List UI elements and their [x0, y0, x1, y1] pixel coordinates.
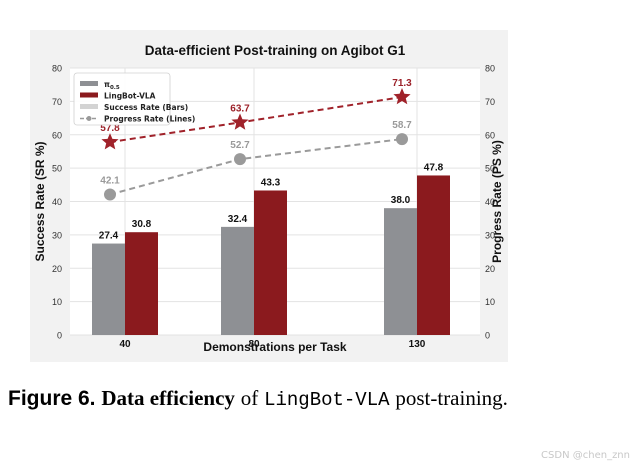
line-point-pi05 — [396, 133, 408, 146]
legend-label-main: LingBot-VLA — [104, 92, 156, 101]
x-tick-label: 130 — [409, 339, 426, 350]
y2-tick-label: 20 — [485, 264, 495, 274]
y2-tick-label: 60 — [485, 130, 495, 140]
plot-area: 0 0 10 10 20 20 30 30 40 40 50 50 60 60 70 70 80 80 27.4 32… — [33, 43, 504, 354]
y2-tick-label: 10 — [485, 297, 495, 307]
y2-tick-label: 80 — [485, 64, 495, 74]
line-value-label: 57.8 — [100, 123, 120, 134]
y2-tick-label: 50 — [485, 164, 495, 174]
legend-swatch — [80, 104, 98, 109]
y-tick-label: 60 — [52, 130, 62, 140]
legend-label-main: π — [104, 80, 110, 89]
line-value-label: 58.7 — [392, 120, 412, 131]
bar-value-label: 38.0 — [391, 195, 411, 206]
line-point-lingbot — [231, 113, 249, 130]
y-tick-label: 30 — [52, 230, 62, 240]
caption-of: of — [240, 386, 259, 410]
y-axis-title: Success Rate (SR %) — [33, 141, 47, 261]
bar-lingbot — [254, 190, 287, 335]
y-tick-label: 20 — [52, 264, 62, 274]
legend-label: LingBot-VLA — [104, 92, 156, 101]
caption-model-name: LingBot-VLA — [264, 389, 390, 411]
x-axis-title: Demonstrations per Task — [203, 340, 346, 354]
bar-pi05 — [221, 226, 254, 335]
watermark: CSDN @chen_znn — [541, 450, 630, 461]
line-value-label: 52.7 — [230, 140, 250, 151]
legend-label: Progress Rate (Lines) — [104, 115, 195, 124]
bar-value-label: 27.4 — [99, 231, 119, 242]
bar-lingbot — [417, 175, 450, 335]
y-tick-label: 10 — [52, 297, 62, 307]
figure-caption: Figure 6. Data efficiency of LingBot-VLA… — [8, 386, 508, 411]
line-value-label: 71.3 — [392, 78, 412, 89]
y-tick-label: 40 — [52, 197, 62, 207]
bar-value-label: 47.8 — [424, 162, 444, 173]
line-value-label: 63.7 — [230, 103, 250, 114]
bar-value-label: 32.4 — [228, 214, 248, 225]
legend-swatch — [80, 81, 98, 86]
legend-label-main: Success Rate (Bars) — [104, 103, 188, 112]
y2-tick-label: 40 — [485, 197, 495, 207]
legend-label: Success Rate (Bars) — [104, 103, 188, 112]
chart: 0 0 10 10 20 20 30 30 40 40 50 50 60 60 70 70 80 80 27.4 32… — [30, 30, 508, 362]
legend-swatch-marker — [86, 116, 92, 121]
y-tick-label: 0 — [57, 331, 62, 341]
line-point-lingbot — [101, 133, 119, 150]
legend-label-main: Progress Rate (Lines) — [104, 115, 195, 124]
y2-tick-label: 0 — [485, 331, 490, 341]
y-tick-label: 50 — [52, 164, 62, 174]
caption-emphasis: Data efficiency — [101, 386, 235, 410]
bar-pi05 — [384, 208, 417, 335]
bar-pi05 — [92, 243, 125, 335]
caption-rest: post-training. — [395, 386, 508, 410]
legend-label: π0.5 — [104, 80, 120, 91]
legend-swatch — [80, 92, 98, 98]
y2-tick-label: 30 — [485, 230, 495, 240]
x-tick-label: 80 — [248, 339, 260, 350]
x-tick-label: 40 — [119, 339, 131, 350]
line-point-pi05 — [234, 153, 246, 166]
bar-lingbot — [125, 232, 158, 335]
line-point-lingbot — [393, 88, 411, 105]
y-tick-label: 80 — [52, 64, 62, 74]
figure-number: Figure 6. — [8, 387, 96, 410]
line-point-pi05 — [104, 188, 116, 201]
y2-tick-label: 70 — [485, 97, 495, 107]
bar-value-label: 43.3 — [261, 177, 281, 188]
legend-label-subscript: 0.5 — [110, 85, 120, 91]
y-tick-label: 70 — [52, 97, 62, 107]
y2-axis-title: Progress Rate (PS %) — [490, 140, 504, 263]
chart-title: Data-efficient Post-training on Agibot G… — [145, 43, 406, 58]
line-value-label: 42.1 — [100, 175, 120, 186]
bar-value-label: 30.8 — [132, 219, 152, 230]
